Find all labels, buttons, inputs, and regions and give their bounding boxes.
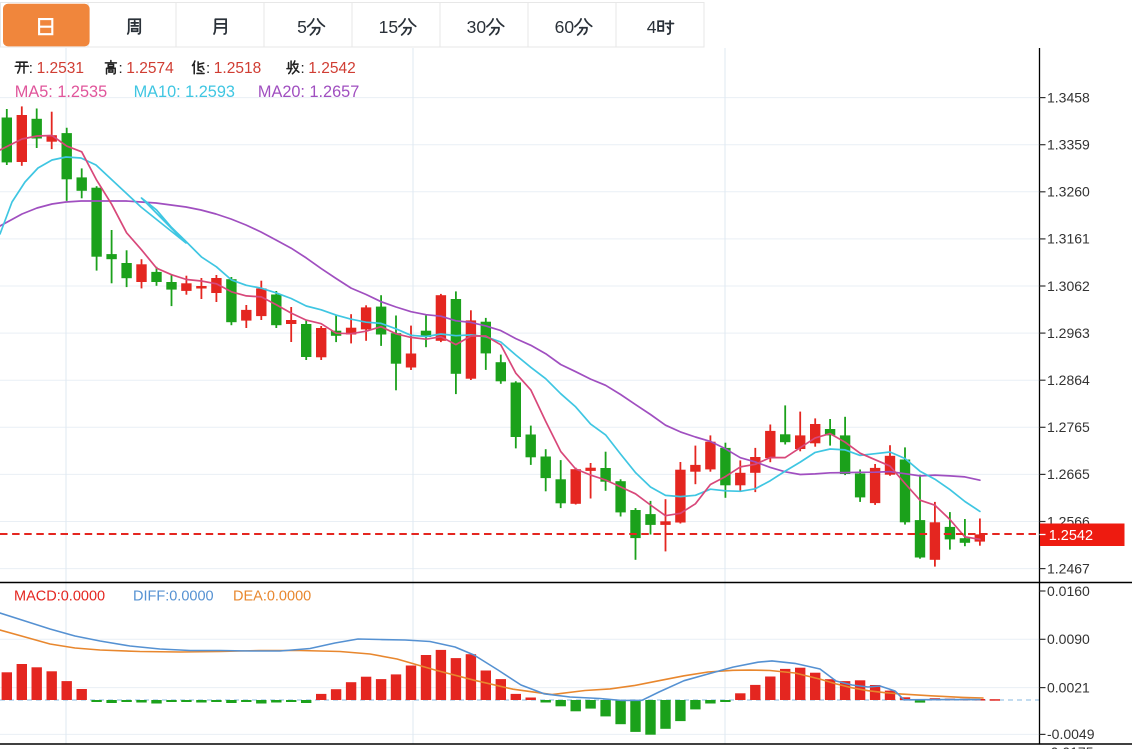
svg-text:MACD:0.0000: MACD:0.0000 [14, 589, 105, 605]
svg-text:1.2765: 1.2765 [1047, 419, 1090, 435]
svg-text:1.2542: 1.2542 [1049, 528, 1093, 544]
svg-text:DEA:0.0000: DEA:0.0000 [233, 589, 311, 605]
svg-text:1.2531: 1.2531 [37, 60, 84, 77]
svg-text::: : [119, 60, 123, 77]
svg-text:1.2864: 1.2864 [1047, 372, 1090, 388]
svg-text:1.3458: 1.3458 [1047, 89, 1090, 105]
svg-text:1.2963: 1.2963 [1047, 325, 1090, 341]
svg-text:0.0090: 0.0090 [1047, 631, 1090, 647]
svg-text::: : [206, 60, 210, 77]
svg-text:1.2542: 1.2542 [308, 60, 355, 77]
svg-text:1.3161: 1.3161 [1047, 231, 1090, 247]
svg-text:-0.0049: -0.0049 [1047, 726, 1095, 742]
svg-text:MA10: 1.2593: MA10: 1.2593 [134, 83, 235, 101]
svg-text:-0.0175: -0.0175 [1046, 744, 1094, 749]
svg-text:1.3260: 1.3260 [1047, 184, 1090, 200]
svg-text:MA5: 1.2535: MA5: 1.2535 [15, 83, 107, 101]
svg-text:30: 30 [467, 17, 487, 37]
svg-text:1.2518: 1.2518 [214, 60, 261, 77]
svg-text:1.3359: 1.3359 [1047, 137, 1090, 153]
svg-text:60: 60 [555, 17, 575, 37]
svg-text:4: 4 [647, 17, 657, 37]
svg-text:0.0160: 0.0160 [1047, 583, 1090, 599]
svg-text:1.3062: 1.3062 [1047, 278, 1090, 294]
svg-text:1.2665: 1.2665 [1047, 466, 1090, 482]
svg-text:1.2467: 1.2467 [1047, 560, 1090, 576]
svg-text:0.0021: 0.0021 [1047, 679, 1090, 695]
svg-text::: : [301, 60, 305, 77]
svg-text:1.2574: 1.2574 [126, 60, 174, 77]
svg-text:MA20: 1.2657: MA20: 1.2657 [258, 83, 359, 101]
svg-text:5: 5 [297, 17, 307, 37]
svg-text::: : [29, 60, 33, 77]
svg-text:15: 15 [379, 17, 398, 37]
svg-text:DIFF:0.0000: DIFF:0.0000 [133, 589, 214, 605]
